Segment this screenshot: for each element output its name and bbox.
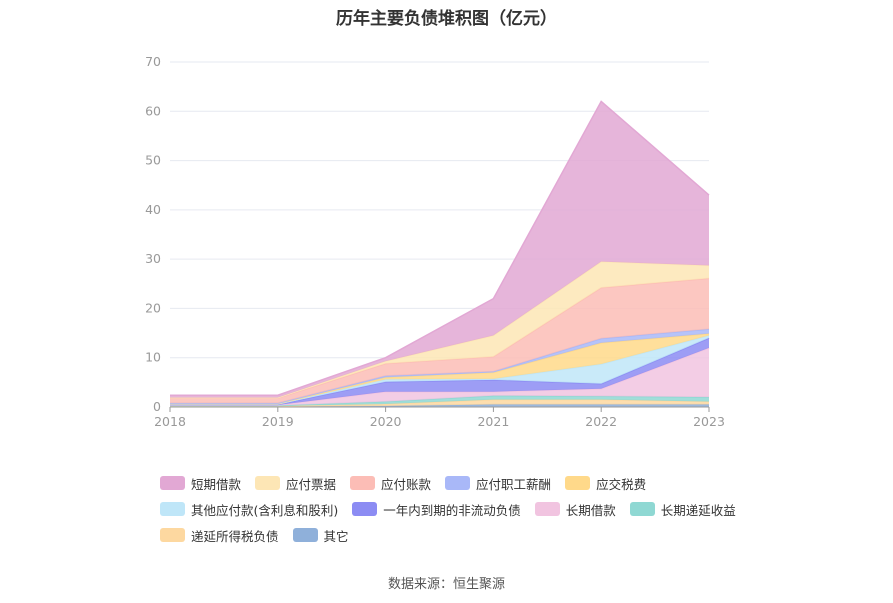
- area-series-10[interactable]: [170, 101, 709, 398]
- x-tick-label: 2022: [585, 414, 617, 429]
- legend-swatch: [350, 476, 376, 490]
- legend-label: 应付职工薪酬: [476, 476, 552, 492]
- x-tick-label: 2018: [154, 414, 186, 429]
- x-tick-label: 2021: [477, 414, 509, 429]
- legend-row: 其他应付款(含利息和股利) 一年内到期的非流动负债 长期借款 长期递延收益: [160, 496, 760, 522]
- stacked-area-chart: 0 10 20 30 40 50 60 70 2018 2019 2020 2021 2022 2023: [145, 54, 725, 429]
- legend-item[interactable]: 短期借款: [160, 474, 241, 493]
- y-tick-label: 10: [145, 350, 161, 365]
- area-series-5[interactable]: [170, 335, 709, 405]
- x-tick-label: 2020: [370, 414, 402, 429]
- series-line-10: [170, 100, 710, 396]
- legend-swatch: [445, 476, 471, 490]
- legend-swatch: [292, 528, 318, 542]
- legend-item[interactable]: 长期递延收益: [629, 500, 736, 519]
- area-series-9[interactable]: [170, 261, 709, 399]
- legend-label: 应交税费: [596, 476, 647, 492]
- y-tick-label: 50: [145, 153, 161, 168]
- area-series-1[interactable]: [170, 399, 709, 407]
- legend-item[interactable]: 一年内到期的非流动负债: [352, 500, 521, 519]
- legend-swatch: [160, 502, 185, 516]
- y-tick-label: 70: [145, 54, 161, 69]
- data-source: 数据来源：恒生聚源: [387, 577, 505, 592]
- legend-label: 长期递延收益: [660, 502, 736, 518]
- legend-label: 应付账款: [381, 476, 432, 492]
- legend-item[interactable]: 递延所得税负债: [160, 526, 279, 545]
- area-series-2[interactable]: [170, 395, 709, 406]
- area-series-6[interactable]: [170, 333, 709, 404]
- legend-label: 应付票据: [286, 476, 337, 492]
- legend-item[interactable]: 应付账款: [350, 474, 431, 493]
- legend-label: 其他应付款(含利息和股利): [191, 502, 339, 518]
- legend-item[interactable]: 其它: [292, 526, 349, 545]
- y-tick-label: 60: [145, 103, 161, 118]
- area-series-8[interactable]: [170, 278, 709, 404]
- legend-swatch: [565, 476, 591, 490]
- legend-label: 长期借款: [565, 502, 616, 518]
- legend-row: 短期借款 应付票据 应付账款 应付职工薪酬 应交税费: [160, 470, 760, 496]
- legend-row: 递延所得税负债 其它: [160, 522, 760, 548]
- legend-swatch: [534, 502, 560, 516]
- legend-swatch: [352, 502, 378, 516]
- area-series-3[interactable]: [170, 347, 709, 406]
- legend-item[interactable]: 应付职工薪酬: [445, 474, 551, 493]
- legend-item[interactable]: 应交税费: [565, 474, 646, 493]
- y-tick-label: 40: [145, 202, 161, 217]
- area-series-7[interactable]: [170, 329, 709, 404]
- legend-swatch: [629, 502, 655, 516]
- legend-label: 一年内到期的非流动负债: [383, 502, 521, 518]
- legend-swatch: [160, 476, 185, 490]
- legend: 短期借款 应付票据 应付账款 应付职工薪酬 应交税费其他应付款(含利息和股利) 一年内到期…: [160, 470, 760, 548]
- area-series-4[interactable]: [170, 338, 709, 405]
- legend-label: 其它: [323, 528, 349, 544]
- legend-item[interactable]: 长期借款: [534, 500, 616, 519]
- y-tick-label: 20: [145, 300, 161, 315]
- x-tick-label: 2019: [262, 414, 294, 429]
- area-layer: [170, 100, 710, 408]
- legend-swatch: [255, 476, 281, 490]
- legend-swatch: [160, 528, 185, 542]
- y-tick-label: 30: [145, 251, 161, 266]
- x-tick-label: 2023: [693, 414, 725, 429]
- legend-label: 递延所得税负债: [191, 528, 279, 544]
- legend-label: 短期借款: [191, 476, 242, 492]
- legend-item[interactable]: 其他应付款(含利息和股利): [160, 500, 338, 519]
- chart-title: 历年主要负债堆积图（亿元）: [336, 9, 557, 29]
- y-tick-label: 0: [153, 399, 161, 414]
- legend-item[interactable]: 应付票据: [255, 474, 336, 493]
- axis-layer: 0 10 20 30 40 50 60 70 2018 2019 2020 2021 2022 2023: [145, 54, 725, 429]
